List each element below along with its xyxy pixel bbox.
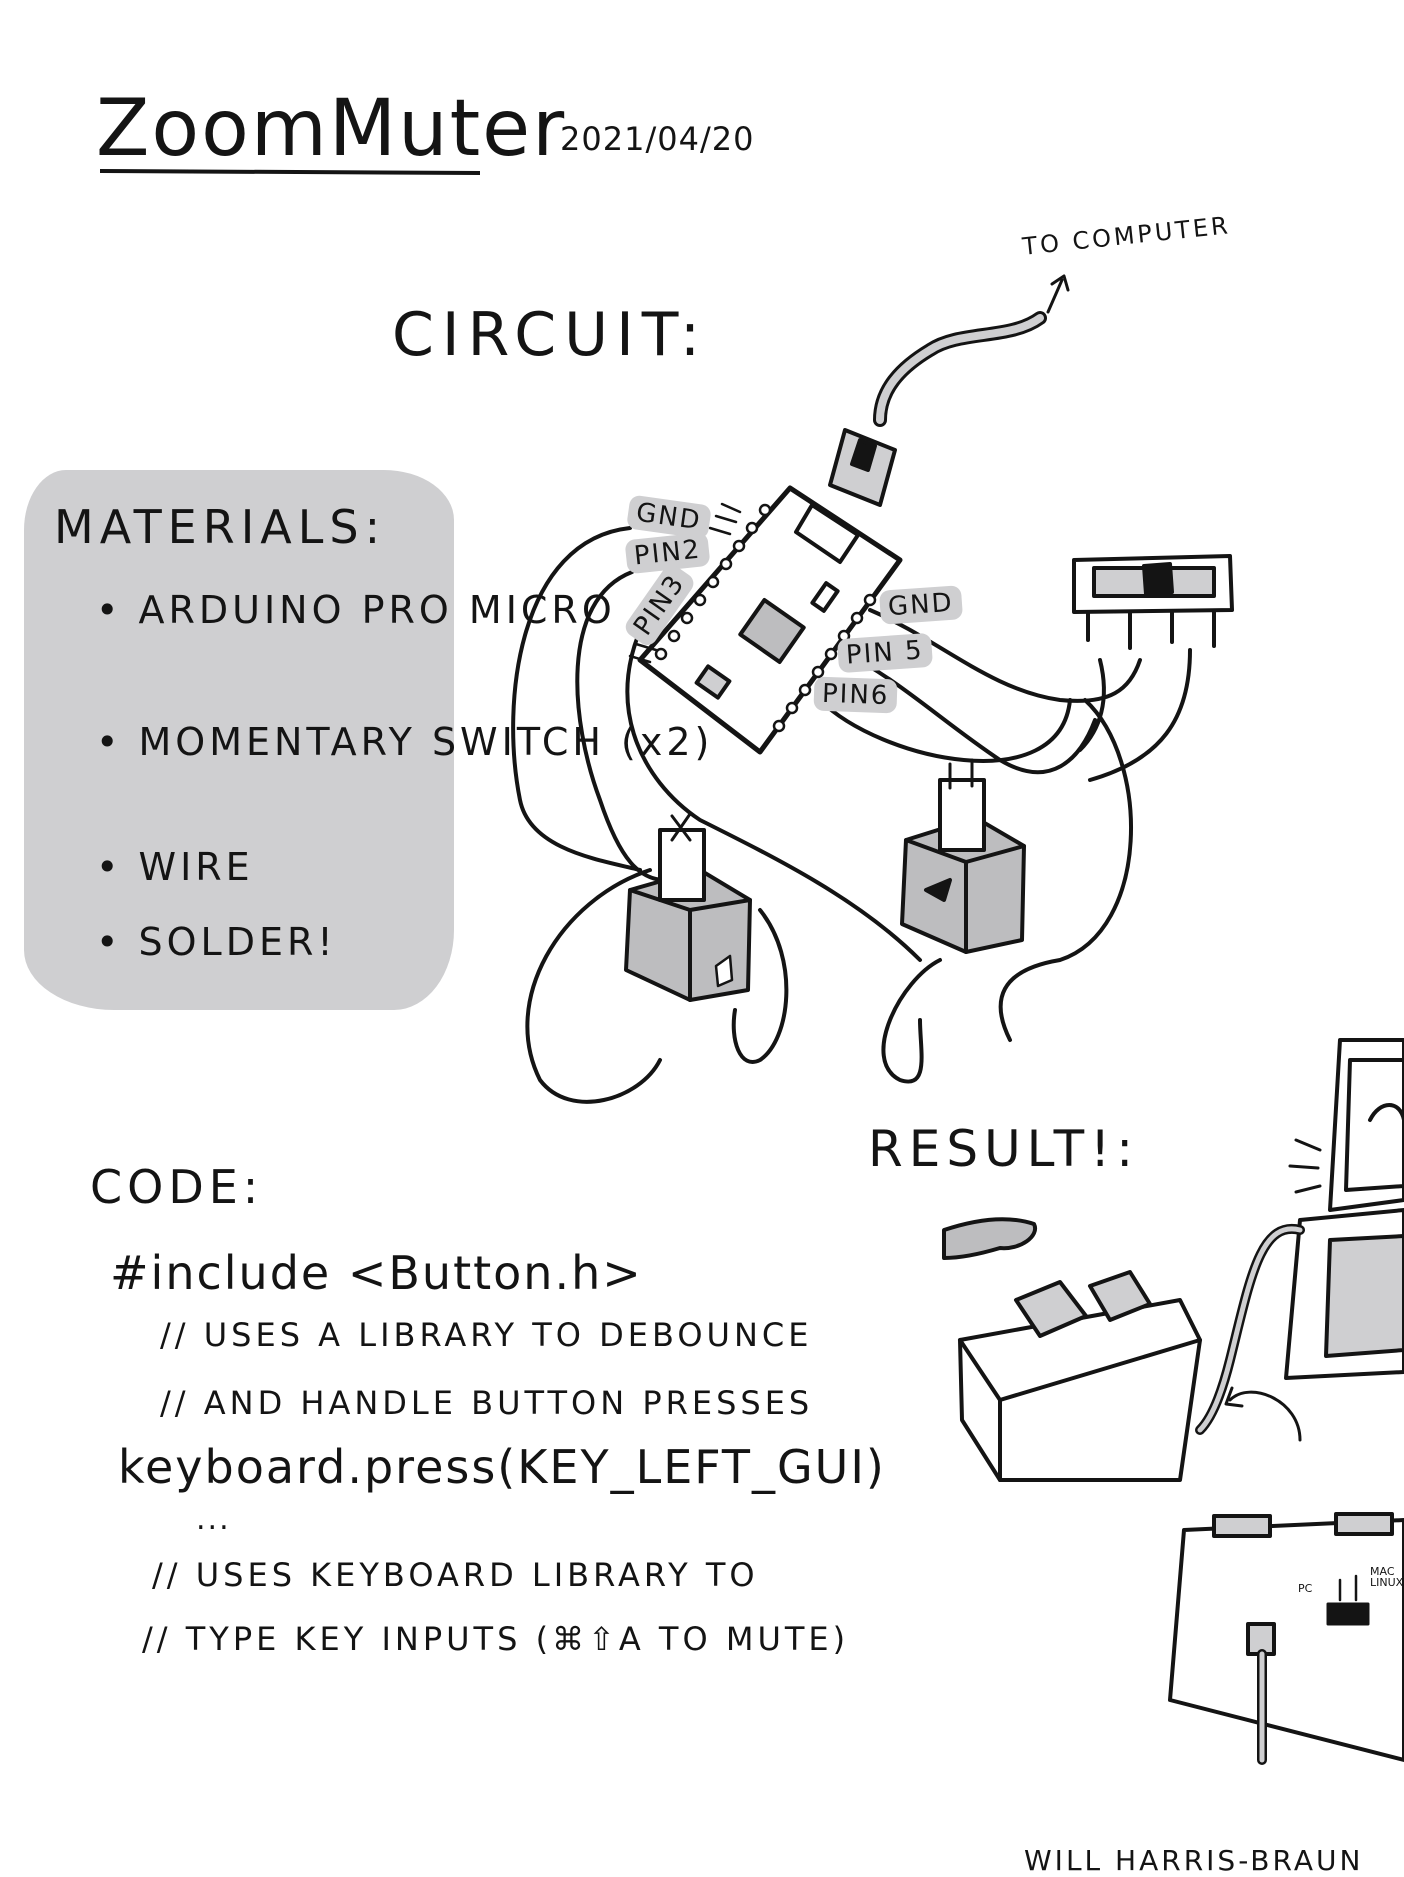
result-illustration [942,1038,1404,1765]
material-item: • ARDUINO PRO MICRO [96,588,616,632]
material-item-label: ARDUINO PRO MICRO [138,588,616,632]
pin-label-pin5: PIN 5 [836,632,933,674]
slide-switch [1072,554,1234,782]
date: 2021/04/20 [560,120,755,158]
momentary-switch-2 [900,758,1026,954]
page-title: ZoomMuter [96,84,567,174]
usb-cable [828,274,1070,507]
material-item: • WIRE [96,845,254,889]
code-comment: // AND HANDLE BUTTON PRESSES [160,1384,814,1422]
result-heading: RESULT!: [868,1120,1140,1178]
material-item: • MOMENTARY SWITCH (x2) [96,720,714,764]
pin-label-gnd-right: GND [878,585,963,625]
code-comment: // USES KEYBOARD LIBRARY TO [152,1556,759,1594]
material-item-label: MOMENTARY SWITCH (x2) [138,720,714,764]
material-item: • SOLDER! [96,920,337,964]
material-item-label: SOLDER! [138,920,337,964]
circuit-heading: CIRCUIT: [392,300,709,370]
switch-label-mac-linux: MAC LINUX [1370,1565,1404,1589]
code-line: #include <Button.h> [110,1246,643,1300]
wires [511,526,1142,1104]
switch-label-pc: PC [1298,1582,1313,1595]
material-item-label: WIRE [138,845,254,889]
code-line: keyboard.press(KEY_LEFT_GUI) [118,1440,886,1494]
pin-label-pin6: PIN6 [813,676,898,714]
materials-heading: MATERIALS: [54,500,387,554]
code-ellipsis: ... [196,1502,231,1537]
code-heading: CODE: [90,1160,264,1214]
code-comment: // TYPE KEY INPUTS (⌘⇧A TO MUTE) [142,1620,850,1658]
materials-highlight [24,470,454,1010]
arduino-pro-micro [628,485,903,755]
author-signature: WILL HARRIS-BRAUN [1024,1844,1364,1877]
code-comment: // USES A LIBRARY TO DEBOUNCE [160,1316,813,1354]
momentary-switch-1 [624,812,752,1002]
